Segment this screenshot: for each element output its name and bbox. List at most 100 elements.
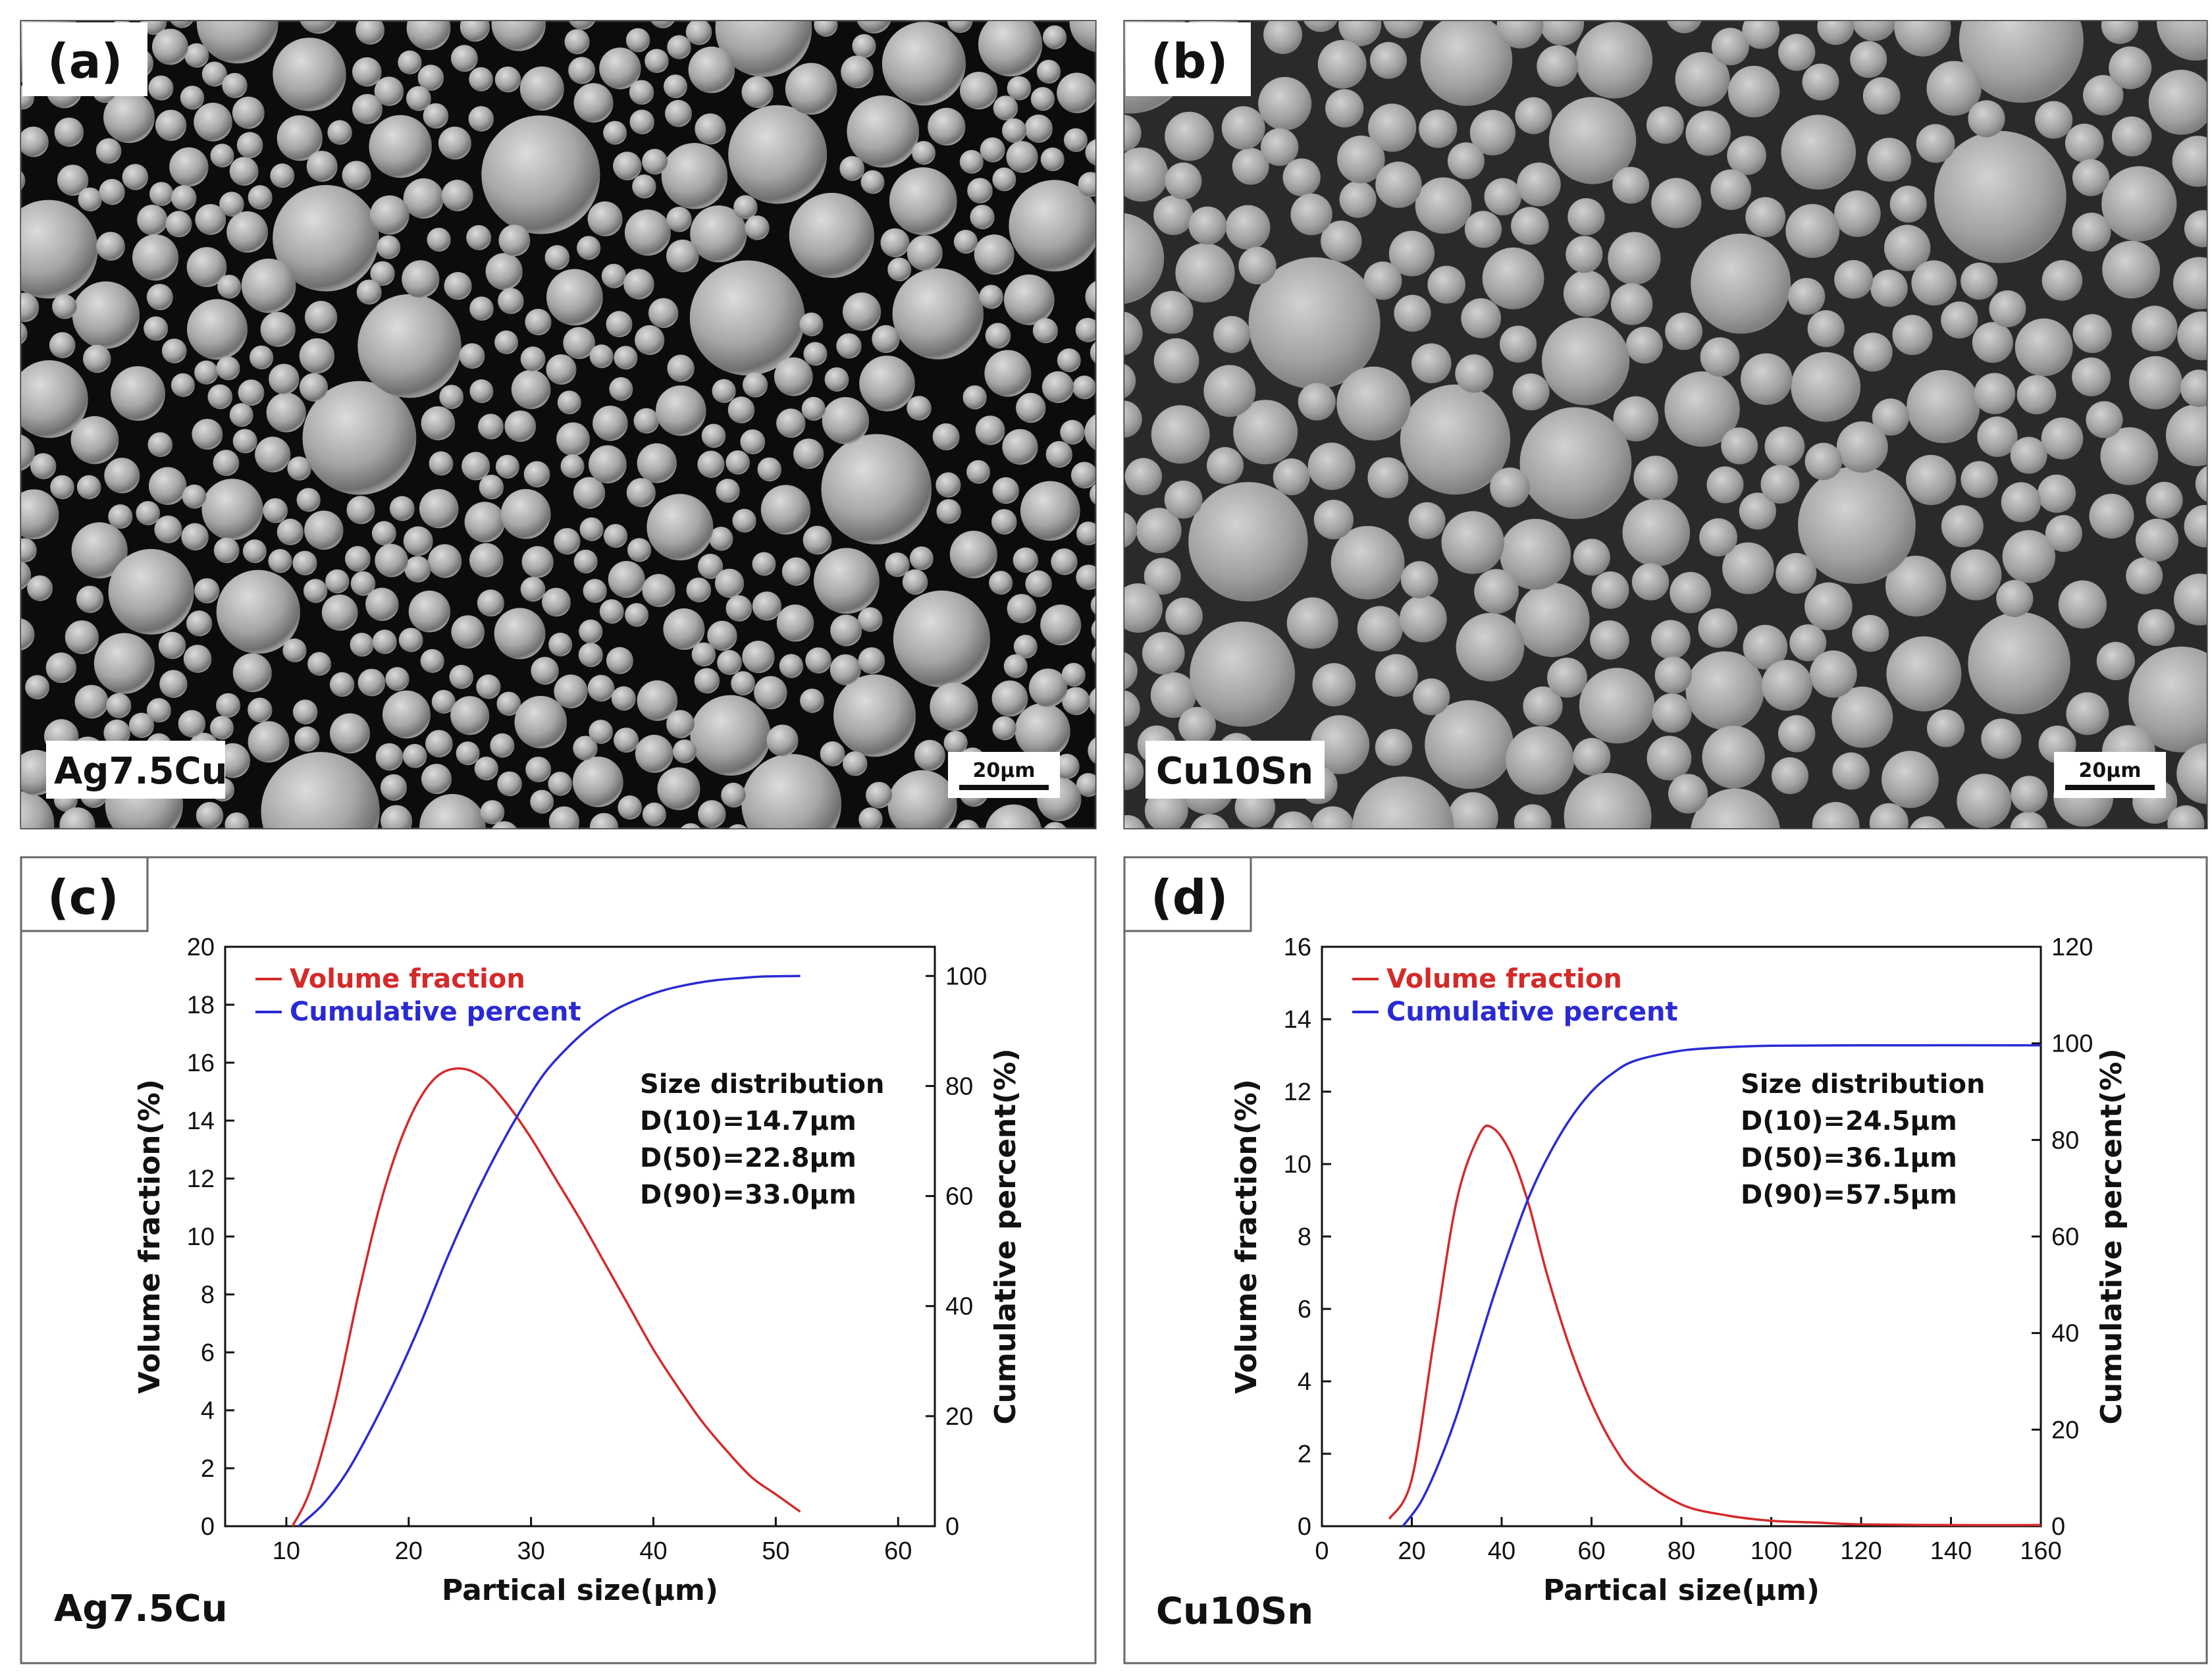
particle (673, 739, 697, 764)
particle (210, 716, 234, 740)
particle (421, 764, 452, 794)
tag-box-c (20, 856, 149, 932)
particle (776, 604, 814, 642)
particle (1298, 383, 1336, 421)
particle (1727, 136, 1766, 175)
particle (95, 138, 122, 164)
particle (544, 245, 570, 270)
particle (1968, 612, 2070, 714)
particle (1336, 366, 1411, 441)
particle (892, 268, 984, 359)
particle (1974, 373, 2016, 414)
particle (1566, 236, 1603, 273)
particle (725, 595, 752, 622)
particle (833, 674, 916, 757)
tag-box-d (1123, 856, 1252, 932)
particle (563, 327, 595, 359)
particle (1469, 109, 1515, 156)
particle (438, 126, 471, 160)
particle (329, 672, 355, 697)
particle (1512, 373, 1550, 411)
particle (1812, 802, 1860, 828)
particle (1778, 715, 1816, 753)
particle (2001, 482, 2041, 522)
particle (21, 322, 28, 344)
particle (962, 385, 987, 410)
particle (1368, 103, 1417, 152)
particle (372, 629, 397, 654)
particle (609, 377, 633, 401)
particle (1631, 563, 1670, 600)
particle (250, 345, 274, 370)
particle (1667, 21, 1702, 34)
particle (417, 65, 444, 91)
particle (953, 230, 978, 254)
particle (357, 294, 461, 398)
particle (880, 228, 910, 257)
particle (144, 316, 169, 341)
particle (1702, 726, 1765, 789)
y2-axis-title: Cumulative percent(%) (989, 1048, 1022, 1424)
particle (299, 373, 329, 402)
particle (2157, 21, 2207, 61)
x-tick-label: 40 (1488, 1537, 1515, 1565)
particle (474, 757, 498, 781)
particle (666, 207, 692, 232)
particle (635, 735, 673, 773)
particle (774, 357, 813, 396)
particle (666, 710, 695, 739)
particle (2072, 159, 2110, 196)
x-tick-label: 80 (1668, 1537, 1695, 1565)
particle (1399, 595, 1447, 643)
particle (1013, 547, 1039, 573)
particle (238, 379, 265, 406)
y2-tick-label: 100 (2051, 1030, 2093, 1058)
particle (21, 199, 98, 299)
particle (1836, 421, 1888, 473)
particle (1506, 726, 1575, 795)
particle (1651, 178, 1702, 228)
particle (1540, 21, 1585, 46)
particle (232, 653, 272, 693)
particle (1069, 21, 1095, 52)
legend-label: Cumulative percent (290, 997, 581, 1027)
particle (1415, 177, 1472, 234)
size-distribution-annotation: D(90)=57.5μm (1741, 1180, 1957, 1210)
particle (907, 396, 932, 421)
particle (428, 544, 462, 578)
y2-tick-label: 80 (2051, 1127, 2079, 1154)
particle (556, 422, 590, 456)
y2-axis-title: Cumulative percent(%) (2095, 1048, 2128, 1424)
particle (282, 638, 307, 662)
particle (814, 548, 880, 614)
particle (1564, 772, 1652, 828)
particle (666, 239, 699, 273)
particle (381, 805, 413, 828)
x-tick-label: 30 (517, 1537, 545, 1565)
particle (521, 546, 554, 578)
particle (213, 537, 240, 564)
particle (1862, 77, 1901, 115)
panel-frame-d (1123, 856, 2208, 1664)
particle (146, 284, 173, 311)
particle (1310, 715, 1370, 774)
particle (155, 109, 187, 141)
particle (1941, 505, 1984, 548)
particle (715, 21, 812, 77)
particle (1968, 100, 2005, 138)
particle (572, 757, 623, 807)
particle (1061, 662, 1086, 687)
particle (178, 710, 206, 737)
particle (821, 434, 932, 545)
particle (1165, 111, 1214, 161)
particle (136, 501, 160, 525)
particle (1802, 63, 1839, 101)
particle (210, 144, 234, 168)
particle (103, 719, 130, 747)
particle (2165, 404, 2207, 467)
particle (608, 561, 645, 598)
particle (469, 296, 494, 321)
particle (469, 379, 494, 404)
particle (146, 698, 171, 723)
particle (236, 132, 263, 159)
